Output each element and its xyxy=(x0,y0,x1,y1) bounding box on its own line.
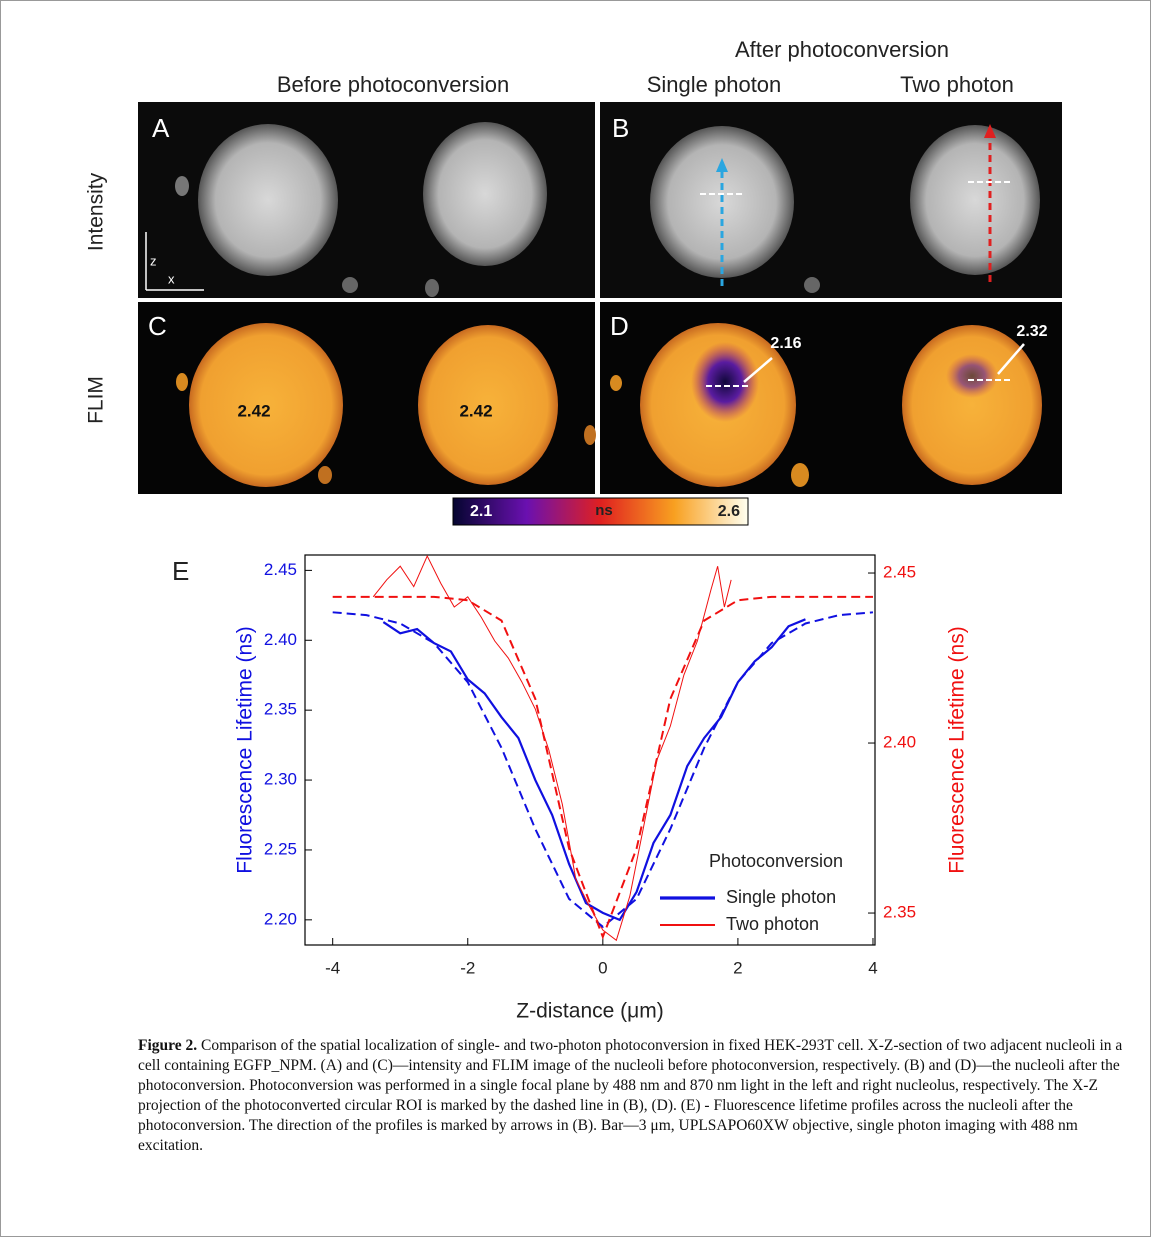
y2-tick-label: 2.35 xyxy=(883,903,916,922)
y-tick-label: 2.35 xyxy=(264,700,297,719)
lifetime-label: 2.32 xyxy=(1016,323,1047,340)
series-line xyxy=(332,611,874,929)
lifetime-label: 2.42 xyxy=(459,401,492,420)
header: Single photon xyxy=(647,72,782,97)
plot-frame xyxy=(304,554,876,946)
colorbar-label: 2.6 xyxy=(718,503,740,520)
colorbar xyxy=(452,497,749,526)
panel-label: A xyxy=(152,113,170,143)
series-line xyxy=(332,595,873,940)
y2-tick-label: 2.40 xyxy=(883,733,916,752)
colorbar-label: ns xyxy=(595,502,613,519)
panel-label: E xyxy=(172,556,189,586)
y-tick-label: 2.40 xyxy=(264,630,297,649)
caption: Figure 2. Comparison of the spatial loca… xyxy=(138,1036,1138,1156)
lifetime-label: 2.16 xyxy=(770,335,801,352)
panel-label: C xyxy=(148,311,167,341)
series-line xyxy=(382,618,806,922)
header: Before photoconversion xyxy=(277,72,509,97)
y-tick-label: 2.20 xyxy=(264,909,297,928)
y2-axis-label: Fluorescence Lifetime (ns) xyxy=(946,626,969,873)
y-tick-label: 2.45 xyxy=(264,560,297,579)
x-axis-label: Z-distance (μm) xyxy=(516,1000,663,1023)
annotations xyxy=(145,124,1025,387)
series-line xyxy=(372,554,732,942)
legend-title: Photoconversion xyxy=(709,851,843,871)
legend-label: Two photon xyxy=(726,914,819,934)
row-label: FLIM xyxy=(85,376,108,424)
y-tick-label: 2.25 xyxy=(264,839,297,858)
x-tick-label: 2 xyxy=(733,958,742,977)
y-axis-label: Fluorescence Lifetime (ns) xyxy=(234,626,257,873)
axis-letter: x xyxy=(168,271,175,286)
x-tick-label: 4 xyxy=(868,958,877,977)
caption-label: Figure 2. xyxy=(138,1037,198,1054)
x-tick-label: -4 xyxy=(325,958,340,977)
x-tick-label: -2 xyxy=(460,958,475,977)
legend-label: Single photon xyxy=(726,887,836,907)
x-tick-label: 0 xyxy=(598,958,607,977)
nucleoli xyxy=(175,122,1042,487)
caption-text: Comparison of the spatial localization o… xyxy=(138,1037,1123,1154)
axis-letter: z xyxy=(150,253,157,268)
y2-tick-label: 2.45 xyxy=(883,563,916,582)
header: After photoconversion xyxy=(735,37,949,62)
panel-label: D xyxy=(610,311,629,341)
lifetime-label: 2.42 xyxy=(237,401,270,420)
panel-label: B xyxy=(612,113,629,143)
row-label: Intensity xyxy=(85,172,108,251)
header: Two photon xyxy=(900,72,1014,97)
colorbar-label: 2.1 xyxy=(470,503,492,520)
y-tick-label: 2.30 xyxy=(264,770,297,789)
